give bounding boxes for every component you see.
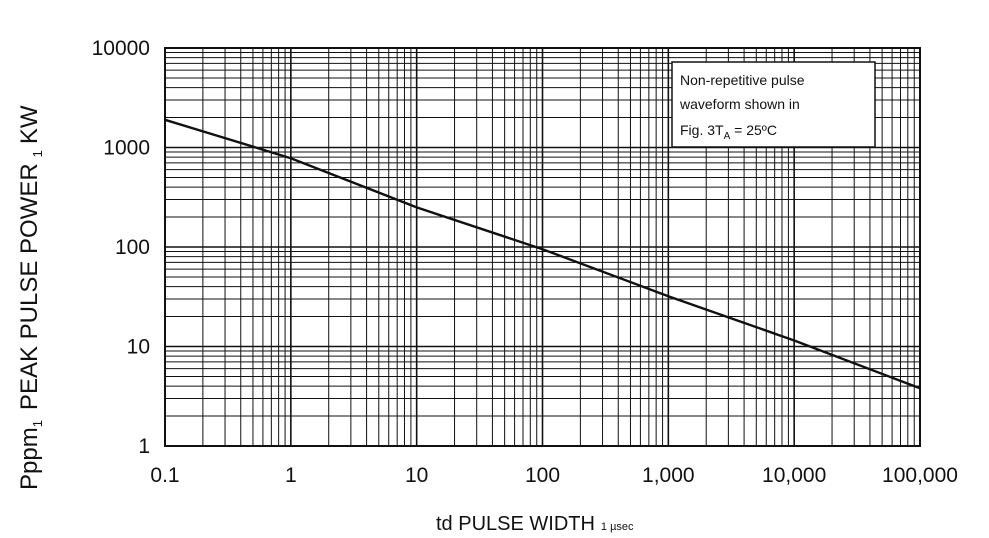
y-axis-title-prefix: Pppm bbox=[16, 427, 43, 490]
x-tick-label: 1,000 bbox=[642, 464, 695, 487]
y-axis-title-unit: KW bbox=[16, 105, 43, 144]
curve-layer bbox=[164, 118, 921, 390]
y-axis-title-prefix-sub: 1 bbox=[30, 420, 45, 427]
x-tick-label: 0.1 bbox=[150, 464, 179, 487]
annotation-line-1: Non-repetitive pulse bbox=[680, 72, 805, 88]
y-axis-title: Pppm1PEAK PULSE POWER1KW bbox=[16, 105, 45, 490]
x-tick-label: 10,000 bbox=[762, 464, 826, 487]
annotation-line-3: Fig. 3TA = 25ºC bbox=[680, 122, 777, 142]
x-tick-label: 1 bbox=[285, 464, 297, 487]
x-tick-label: 10 bbox=[405, 464, 428, 487]
y-tick-label: 100 bbox=[115, 236, 150, 259]
y-axis-title-main: PEAK PULSE POWER bbox=[16, 163, 43, 410]
annotation-temp: = 25ºC bbox=[730, 122, 777, 138]
annotation-fig: Fig. 3T bbox=[680, 122, 724, 138]
tick-labels: 0.1 1 10 100 1,000 10,000 100,0001101001000100… bbox=[92, 37, 958, 487]
x-axis-title-main: td PULSE WIDTH bbox=[436, 513, 595, 535]
y-tick-label: 1000 bbox=[103, 137, 150, 160]
x-axis-title-unit: 1 µsec bbox=[601, 521, 634, 533]
x-tick-label: 100,000 bbox=[882, 464, 958, 487]
y-axis-title-sub: 1 bbox=[30, 150, 45, 157]
grid bbox=[164, 48, 920, 447]
annotation-box: Non-repetitive pulse waveform shown in F… bbox=[671, 61, 876, 148]
x-axis-title: td PULSE WIDTH 1 µsec bbox=[436, 513, 634, 535]
plot-frame bbox=[164, 47, 921, 447]
y-tick-label: 10000 bbox=[92, 37, 150, 60]
x-tick-label: 100 bbox=[525, 464, 560, 487]
y-tick-label: 10 bbox=[127, 336, 150, 359]
annotation-sub: A bbox=[724, 131, 731, 142]
y-tick-label: 1 bbox=[138, 435, 150, 458]
annotation-line-2: waveform shown in bbox=[679, 96, 800, 112]
series-line bbox=[164, 118, 921, 390]
annotation-frame bbox=[671, 61, 876, 148]
